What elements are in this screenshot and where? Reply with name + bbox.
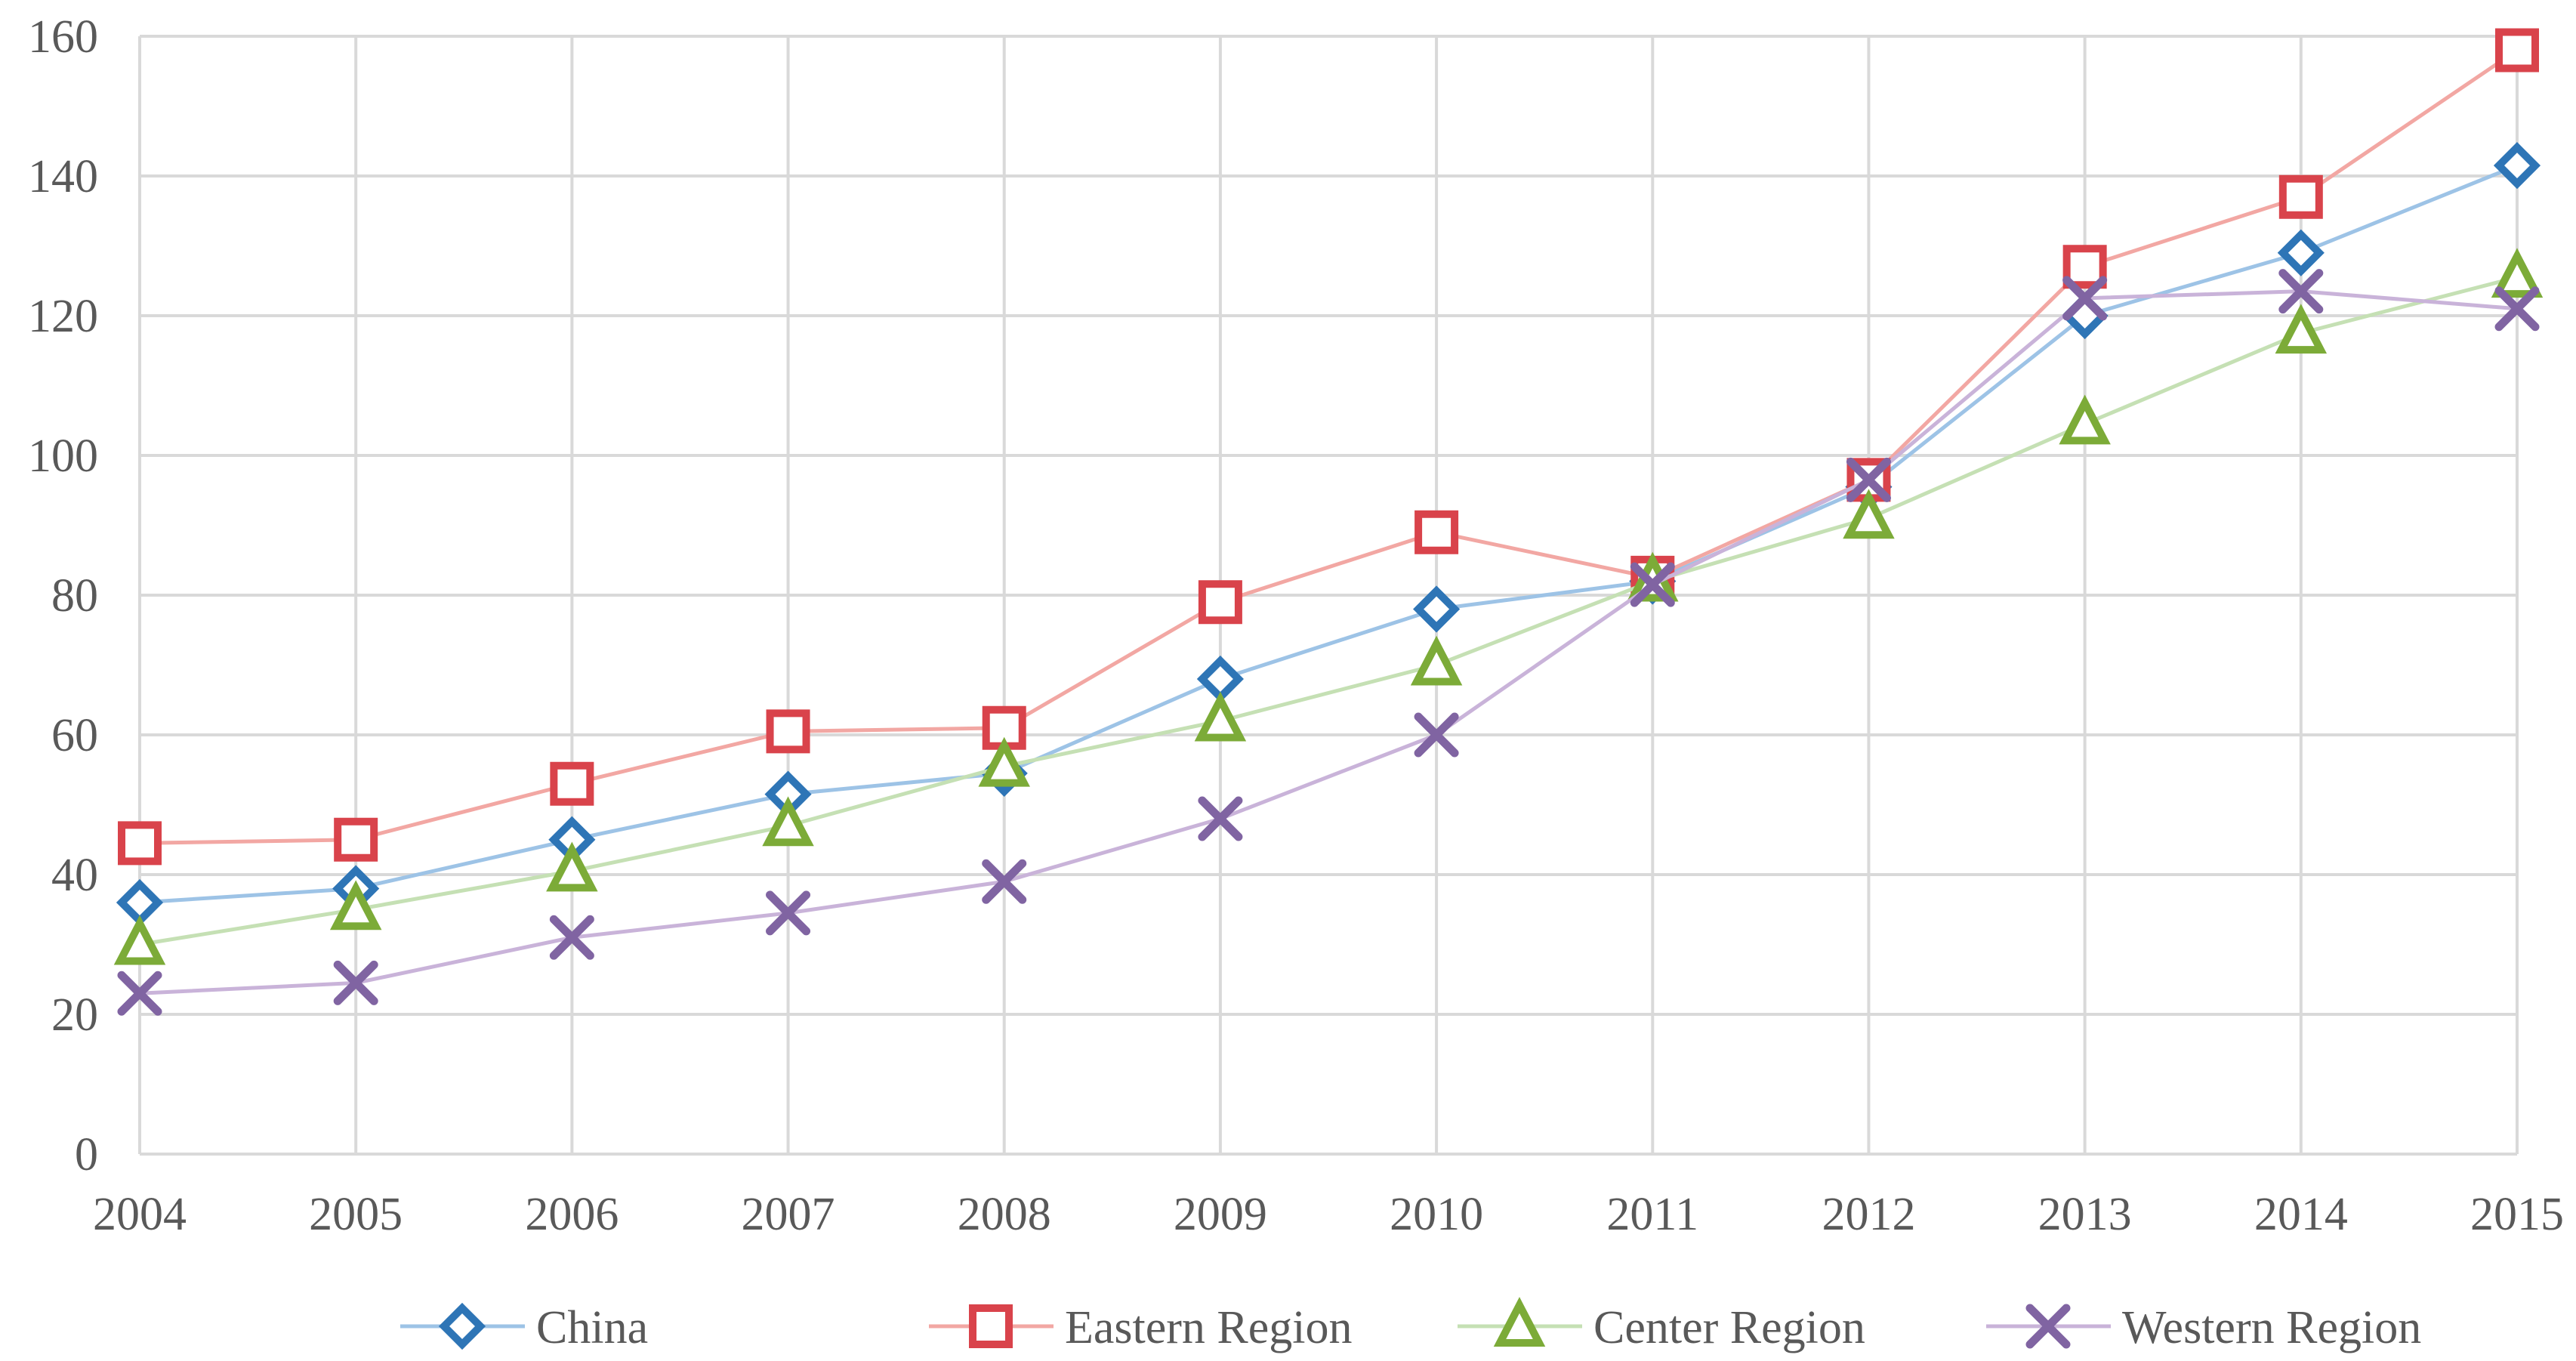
data-point-center-region — [113, 915, 166, 965]
series-layer — [113, 28, 2544, 1016]
legend-label-western-region: Western Region — [2122, 1302, 2421, 1353]
x-tick-label: 2005 — [309, 1189, 403, 1240]
data-point-center-region — [978, 736, 1030, 787]
y-axis-tick-labels: 0 20 40 60 80 100 120 140 160 — [28, 11, 98, 1180]
gridlines — [138, 35, 2519, 1156]
series-line-western-region — [139, 289, 2518, 995]
legend-item-western-region[interactable]: Western Region — [1986, 1302, 2421, 1353]
legend-marker-center-region — [1493, 1297, 1546, 1347]
data-point-eastern-region — [766, 709, 810, 754]
data-point-china — [2277, 229, 2325, 276]
x-tick-label: 2004 — [93, 1189, 187, 1240]
data-point-western-region — [2062, 276, 2108, 321]
data-point-center-region — [762, 796, 814, 847]
data-point-western-region — [766, 890, 811, 936]
data-point-center-region — [2275, 304, 2328, 354]
series-china — [116, 142, 2541, 927]
data-point-center-region — [2491, 248, 2544, 298]
data-point-china — [1413, 585, 1461, 633]
data-point-western-region — [2278, 269, 2324, 314]
series-eastern-region — [118, 28, 2539, 866]
y-tick-label: 20 — [51, 989, 98, 1041]
data-point-western-region — [1414, 712, 1459, 758]
x-tick-label: 2013 — [2038, 1189, 2132, 1240]
series-line-eastern-region — [139, 48, 2519, 845]
data-point-western-region — [2494, 286, 2540, 332]
legend-label-eastern-region: Eastern Region — [1065, 1302, 1353, 1353]
legend-item-china[interactable]: China — [400, 1302, 648, 1353]
data-point-center-region — [1843, 489, 1895, 539]
data-point-eastern-region — [550, 761, 594, 806]
legend-item-center-region[interactable]: Center Region — [1458, 1297, 1865, 1353]
y-tick-label: 40 — [51, 850, 98, 901]
data-point-center-region — [546, 841, 598, 892]
y-tick-label: 80 — [51, 570, 98, 622]
data-point-western-region — [1198, 796, 1243, 841]
x-tick-label: 2006 — [525, 1189, 619, 1240]
data-point-western-region — [117, 971, 162, 1016]
data-point-center-region — [329, 880, 382, 930]
legend-marker-eastern-region — [969, 1304, 1013, 1348]
legend-item-eastern-region[interactable]: Eastern Region — [929, 1302, 1353, 1353]
legend-marker-china — [438, 1302, 486, 1350]
data-point-western-region — [1846, 457, 1891, 502]
data-point-western-region — [549, 915, 594, 960]
y-tick-label: 160 — [28, 11, 98, 63]
series-western-region — [117, 269, 2540, 1016]
data-point-eastern-region — [118, 821, 162, 866]
data-point-eastern-region — [2062, 245, 2107, 289]
data-point-western-region — [982, 859, 1027, 904]
legend-label-china: China — [536, 1302, 648, 1353]
y-tick-label: 140 — [28, 151, 98, 202]
series-line-china — [139, 163, 2518, 905]
x-tick-label: 2015 — [2470, 1189, 2564, 1240]
y-tick-label: 60 — [51, 710, 98, 761]
legend-marker-western-region — [2025, 1304, 2071, 1349]
x-tick-label: 2011 — [1606, 1189, 1698, 1240]
x-tick-label: 2008 — [958, 1189, 1051, 1240]
series-center-region — [113, 248, 2544, 965]
x-tick-label: 2007 — [742, 1189, 835, 1240]
data-point-eastern-region — [334, 817, 378, 862]
y-tick-label: 120 — [28, 291, 98, 342]
x-tick-label: 2009 — [1174, 1189, 1267, 1240]
data-point-eastern-region — [1414, 510, 1459, 554]
series-line-center-region — [139, 275, 2518, 946]
data-point-western-region — [1630, 562, 1675, 607]
y-tick-label: 0 — [75, 1129, 98, 1180]
data-point-eastern-region — [2278, 174, 2323, 219]
legend[interactable]: China Eastern Region Center Region Western … — [400, 1297, 2421, 1353]
x-tick-label: 2010 — [1390, 1189, 1483, 1240]
legend-label-center-region: Center Region — [1593, 1302, 1865, 1353]
data-point-center-region — [1194, 691, 1247, 742]
y-tick-label: 100 — [28, 431, 98, 482]
data-point-china — [2493, 142, 2541, 190]
data-point-eastern-region — [1198, 580, 1242, 625]
x-tick-label: 2014 — [2254, 1189, 2348, 1240]
x-axis-tick-labels: 2004 2005 2006 2007 2008 2009 2010 2011 2012 2013… — [93, 1189, 2564, 1240]
data-point-center-region — [2059, 394, 2111, 445]
data-point-eastern-region — [2495, 28, 2539, 73]
data-point-center-region — [1410, 635, 1463, 686]
x-tick-label: 2012 — [1822, 1189, 1915, 1240]
data-point-western-region — [333, 960, 378, 1005]
